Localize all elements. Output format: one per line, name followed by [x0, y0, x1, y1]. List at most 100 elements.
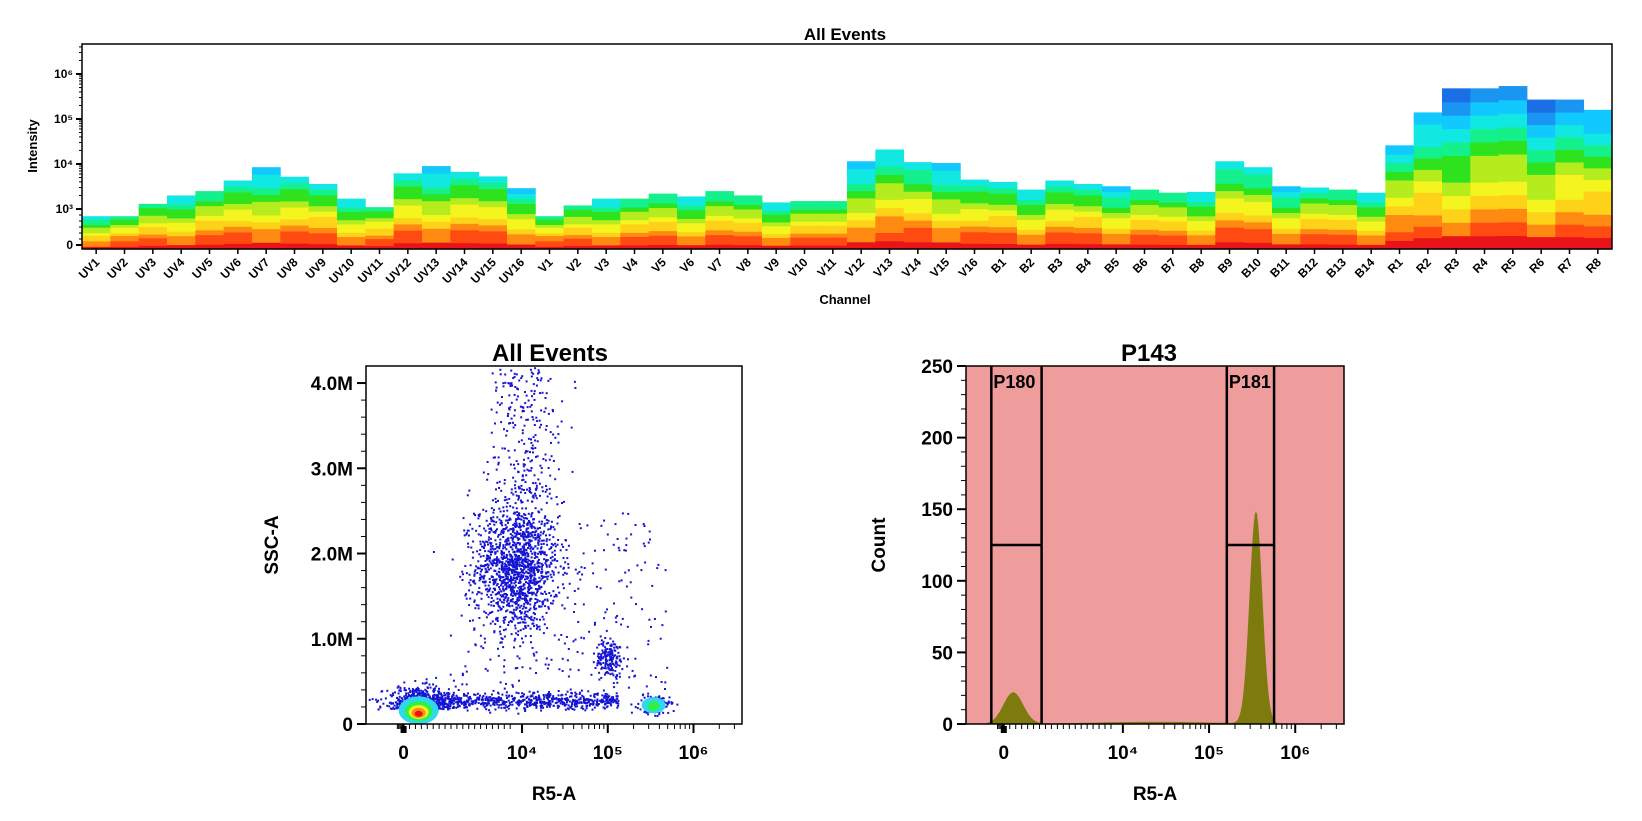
heat-cell [365, 207, 395, 212]
heat-cell [563, 245, 593, 250]
event-point [512, 590, 515, 593]
event-point [594, 667, 597, 669]
gate-p180[interactable]: P180 [990, 366, 1043, 724]
event-point [573, 708, 576, 711]
event-point [515, 608, 518, 611]
event-point [502, 585, 505, 588]
heat-cell [1413, 203, 1443, 216]
event-point [495, 389, 497, 392]
event-point [499, 510, 502, 513]
event-point [535, 697, 538, 700]
event-point [508, 602, 511, 605]
event-point [598, 656, 601, 659]
event-point [528, 588, 531, 590]
event-point [494, 551, 497, 554]
heat-cell [195, 229, 225, 236]
event-point [515, 546, 518, 549]
event-point [562, 573, 565, 576]
heat-cell [1300, 197, 1330, 204]
event-point [606, 693, 609, 696]
event-point [407, 692, 410, 695]
heat-cell [1470, 208, 1500, 223]
heat-cell [677, 213, 706, 219]
event-point [469, 697, 472, 700]
event-point [405, 694, 408, 697]
event-point [515, 560, 518, 563]
heat-cell [1442, 208, 1471, 223]
event-point [583, 701, 586, 704]
event-point [670, 702, 673, 705]
heat-cell [365, 217, 395, 222]
heat-cell [1073, 238, 1103, 245]
event-point [524, 595, 526, 598]
histogram-y-label: Count [869, 517, 890, 573]
heat-cell [1413, 135, 1443, 148]
event-point [518, 542, 521, 545]
event-point [606, 608, 608, 611]
heat-cell [1243, 194, 1273, 202]
event-point [502, 646, 505, 649]
event-point [527, 589, 530, 592]
channel-label-r2: R2 [1413, 255, 1434, 276]
heat-cell [875, 166, 905, 175]
event-point [514, 637, 517, 640]
event-point [548, 548, 551, 551]
event-point [555, 697, 558, 699]
heat-cell [1073, 205, 1103, 212]
event-point [401, 698, 404, 701]
event-point [484, 529, 487, 532]
spectrum-x-label: Channel [819, 292, 870, 307]
event-point [479, 570, 482, 573]
heat-cell [1583, 179, 1613, 192]
heat-cell [790, 209, 820, 214]
heat-cell [620, 215, 650, 221]
heat-cell [535, 221, 565, 225]
event-point [515, 524, 518, 527]
event-point [510, 701, 513, 703]
event-point [538, 628, 541, 631]
event-point [546, 495, 549, 498]
scatter-chart: All Events 01.0M2.0M3.0M4.0M 0 10⁴ 10⁵ 10⁶ … [262, 340, 743, 805]
event-point [522, 588, 524, 591]
event-point [541, 601, 544, 604]
event-point [451, 699, 454, 702]
heat-cell [1130, 204, 1160, 210]
event-point [550, 594, 552, 597]
heat-cell [1470, 235, 1500, 250]
event-point [527, 535, 530, 538]
event-point [541, 520, 544, 523]
channel-label-b3: B3 [1045, 255, 1066, 276]
event-point [543, 552, 546, 555]
channel-column-v7 [705, 191, 735, 250]
event-point [530, 597, 533, 600]
heat-cell [1045, 226, 1075, 233]
event-point [489, 548, 492, 551]
event-point [557, 441, 560, 444]
event-point [543, 551, 546, 554]
heat-cell [960, 225, 990, 233]
channel-label-v9: V9 [762, 255, 783, 276]
event-point [497, 696, 500, 699]
event-point [509, 385, 512, 387]
event-point [527, 568, 530, 571]
event-point [497, 647, 499, 650]
event-point [539, 464, 542, 467]
event-point [538, 550, 541, 553]
event-point [526, 571, 529, 574]
event-point [518, 550, 521, 553]
event-point [526, 406, 529, 409]
event-point [513, 414, 516, 417]
event-point [472, 551, 475, 554]
event-point [666, 666, 669, 669]
event-point [511, 600, 514, 603]
gate-p181[interactable]: P181 [1225, 366, 1276, 724]
heat-cell [82, 224, 111, 228]
event-point [477, 517, 480, 520]
event-point [549, 573, 552, 576]
heat-cell [1385, 240, 1415, 250]
event-point [481, 565, 484, 568]
heat-cell [138, 222, 168, 228]
heat-cell [648, 202, 678, 209]
event-point [621, 668, 624, 671]
event-point [546, 627, 549, 630]
